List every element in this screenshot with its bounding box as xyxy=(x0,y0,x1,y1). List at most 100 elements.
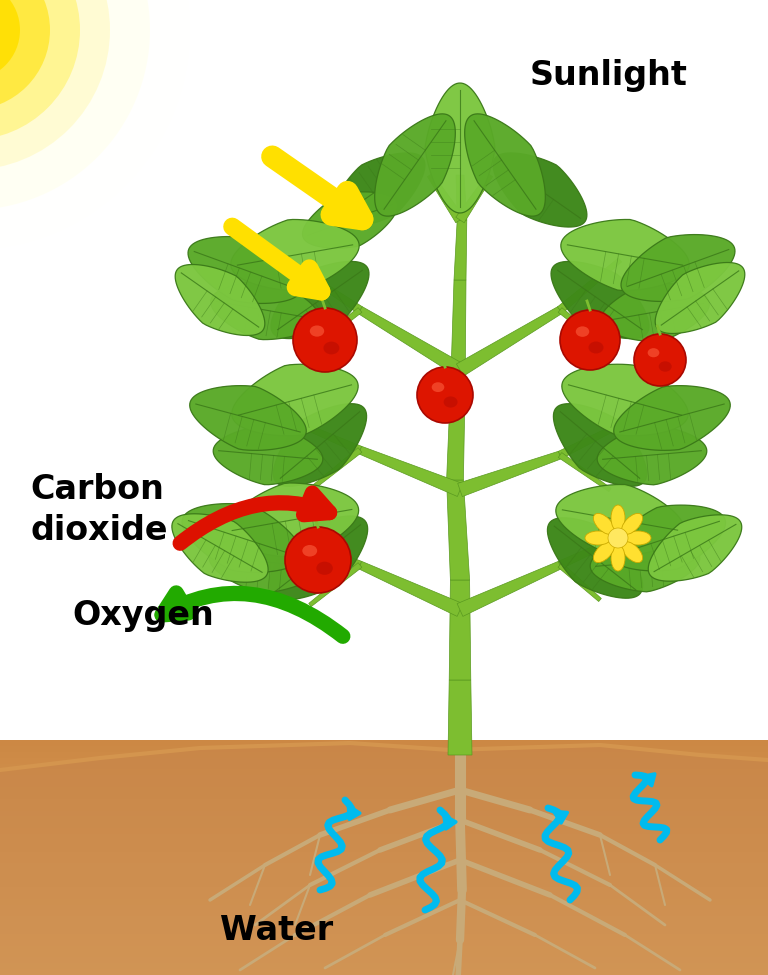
Polygon shape xyxy=(558,258,621,313)
Polygon shape xyxy=(598,425,707,485)
Polygon shape xyxy=(558,417,631,458)
Bar xyxy=(0,916,768,922)
Polygon shape xyxy=(273,404,366,487)
Polygon shape xyxy=(456,174,492,222)
Polygon shape xyxy=(621,235,735,301)
Bar xyxy=(0,946,768,952)
Ellipse shape xyxy=(647,348,660,357)
Circle shape xyxy=(0,0,110,170)
Polygon shape xyxy=(601,283,710,341)
Polygon shape xyxy=(648,515,742,581)
Bar xyxy=(0,851,768,857)
Polygon shape xyxy=(561,219,689,291)
Polygon shape xyxy=(359,562,463,616)
Bar xyxy=(0,893,768,899)
Polygon shape xyxy=(621,235,735,301)
Polygon shape xyxy=(454,220,467,280)
Polygon shape xyxy=(558,532,626,568)
Polygon shape xyxy=(214,425,323,485)
Polygon shape xyxy=(548,518,643,599)
Polygon shape xyxy=(225,483,359,557)
Bar xyxy=(0,793,768,799)
Polygon shape xyxy=(188,237,302,303)
Bar xyxy=(0,752,768,758)
Polygon shape xyxy=(268,516,368,600)
Polygon shape xyxy=(331,153,425,227)
Polygon shape xyxy=(590,532,700,592)
Polygon shape xyxy=(358,306,464,376)
Bar xyxy=(0,799,768,804)
Ellipse shape xyxy=(303,545,317,557)
Polygon shape xyxy=(359,447,462,496)
Polygon shape xyxy=(611,505,726,571)
Bar xyxy=(0,810,768,816)
Polygon shape xyxy=(268,516,368,600)
Text: Oxygen: Oxygen xyxy=(72,599,214,632)
Bar xyxy=(0,963,768,969)
Ellipse shape xyxy=(576,327,589,336)
Polygon shape xyxy=(289,417,362,453)
Text: Sunlight: Sunlight xyxy=(530,58,688,92)
Bar xyxy=(0,763,768,769)
Bar xyxy=(0,775,768,781)
Polygon shape xyxy=(458,451,561,496)
Polygon shape xyxy=(558,452,611,491)
Polygon shape xyxy=(554,404,647,487)
Polygon shape xyxy=(271,261,369,338)
Polygon shape xyxy=(561,219,689,291)
Polygon shape xyxy=(493,153,587,227)
Polygon shape xyxy=(225,483,359,557)
Bar xyxy=(0,746,768,752)
Circle shape xyxy=(560,310,620,370)
Ellipse shape xyxy=(659,362,672,371)
Polygon shape xyxy=(614,386,730,450)
Polygon shape xyxy=(451,280,466,380)
Bar xyxy=(0,905,768,911)
Bar xyxy=(0,787,768,793)
Ellipse shape xyxy=(594,542,614,563)
Polygon shape xyxy=(273,404,366,487)
Polygon shape xyxy=(548,518,643,599)
Ellipse shape xyxy=(611,545,625,571)
Circle shape xyxy=(634,334,686,386)
Polygon shape xyxy=(172,514,268,582)
Polygon shape xyxy=(0,743,768,975)
Ellipse shape xyxy=(432,382,445,392)
Ellipse shape xyxy=(594,514,614,534)
Circle shape xyxy=(0,0,150,210)
Circle shape xyxy=(0,0,190,250)
Polygon shape xyxy=(562,365,688,436)
Polygon shape xyxy=(175,264,265,335)
Ellipse shape xyxy=(585,531,611,545)
Bar xyxy=(0,769,768,775)
Ellipse shape xyxy=(316,562,333,575)
Bar xyxy=(0,899,768,905)
Polygon shape xyxy=(209,531,321,593)
Ellipse shape xyxy=(622,514,643,534)
Ellipse shape xyxy=(625,531,651,545)
Ellipse shape xyxy=(611,505,625,531)
Polygon shape xyxy=(231,219,359,291)
Polygon shape xyxy=(447,480,469,580)
Polygon shape xyxy=(551,261,649,338)
Polygon shape xyxy=(309,308,362,352)
Polygon shape xyxy=(182,504,302,572)
Polygon shape xyxy=(375,114,455,216)
Polygon shape xyxy=(190,386,306,450)
Polygon shape xyxy=(556,485,684,556)
Text: Carbon
dioxide: Carbon dioxide xyxy=(30,473,167,547)
Circle shape xyxy=(608,528,628,548)
Polygon shape xyxy=(447,380,465,480)
Polygon shape xyxy=(210,281,319,339)
Bar xyxy=(0,928,768,934)
Polygon shape xyxy=(190,386,306,450)
Polygon shape xyxy=(601,283,710,341)
Polygon shape xyxy=(209,531,321,593)
Bar xyxy=(0,864,768,870)
Bar xyxy=(0,887,768,893)
Bar xyxy=(0,857,768,864)
Polygon shape xyxy=(558,563,601,602)
Bar xyxy=(0,758,768,763)
Ellipse shape xyxy=(622,542,643,563)
Bar xyxy=(0,834,768,839)
